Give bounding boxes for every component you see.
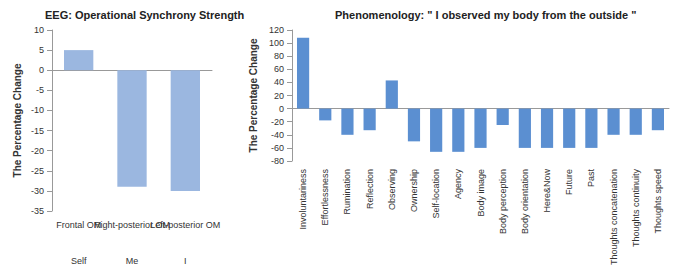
svg-text:-10: -10	[31, 105, 44, 115]
svg-text:Right-posterior OM: Right-posterior OM	[94, 220, 170, 230]
svg-text:Frontal OM: Frontal OM	[56, 220, 102, 230]
svg-text:Reflection: Reflection	[365, 169, 375, 209]
svg-text:Thoughts speed: Thoughts speed	[653, 169, 663, 234]
svg-text:Here&Now: Here&Now	[542, 169, 552, 213]
svg-text:Future: Future	[564, 169, 574, 195]
svg-text:Effortlessness: Effortlessness	[320, 169, 330, 226]
svg-text:-80: -80	[271, 156, 284, 166]
svg-text:-20: -20	[31, 146, 44, 156]
svg-text:Observing: Observing	[387, 169, 397, 210]
svg-text:The Percentage Change: The Percentage Change	[248, 38, 259, 152]
svg-text:I: I	[184, 256, 187, 266]
svg-text:20: 20	[274, 91, 284, 101]
svg-text:40: 40	[274, 77, 284, 87]
svg-text:The Percentage Change: The Percentage Change	[12, 63, 23, 177]
svg-text:Involuntariness: Involuntariness	[298, 169, 308, 230]
svg-text:Body orientation: Body orientation	[520, 169, 530, 234]
svg-text:Self: Self	[71, 256, 87, 266]
svg-text:EEG: Operational Synchrony Str: EEG: Operational Synchrony Strength	[45, 9, 245, 21]
svg-text:0: 0	[279, 104, 284, 114]
svg-text:Body image: Body image	[476, 169, 486, 217]
svg-text:-60: -60	[271, 143, 284, 153]
svg-text:-30: -30	[31, 186, 44, 196]
svg-text:-15: -15	[31, 126, 44, 136]
svg-text:Ownership: Ownership	[409, 169, 419, 212]
svg-text:Phenomenology: " I observed my: Phenomenology: " I observed my body from…	[335, 9, 636, 21]
svg-text:Past: Past	[586, 169, 596, 188]
svg-text:120: 120	[269, 25, 284, 35]
svg-text:Agency: Agency	[453, 169, 463, 200]
svg-text:60: 60	[274, 64, 284, 74]
svg-text:-5: -5	[36, 85, 44, 95]
svg-text:Left-posterior OM: Left-posterior OM	[150, 220, 220, 230]
svg-text:Rumination: Rumination	[342, 169, 352, 215]
svg-text:80: 80	[274, 51, 284, 61]
svg-text:10: 10	[34, 25, 44, 35]
svg-text:-20: -20	[271, 117, 284, 127]
svg-text:0: 0	[39, 65, 44, 75]
svg-text:5: 5	[39, 45, 44, 55]
svg-text:100: 100	[269, 38, 284, 48]
svg-text:Body perception: Body perception	[498, 169, 508, 234]
svg-text:-40: -40	[271, 130, 284, 140]
svg-text:Me: Me	[126, 256, 139, 266]
svg-text:Thoughts concatenation: Thoughts concatenation	[609, 169, 619, 265]
svg-text:Self-location: Self-location	[431, 169, 441, 219]
svg-text:-35: -35	[31, 206, 44, 216]
svg-text:Thoughts continuity: Thoughts continuity	[631, 169, 641, 248]
svg-text:-25: -25	[31, 166, 44, 176]
